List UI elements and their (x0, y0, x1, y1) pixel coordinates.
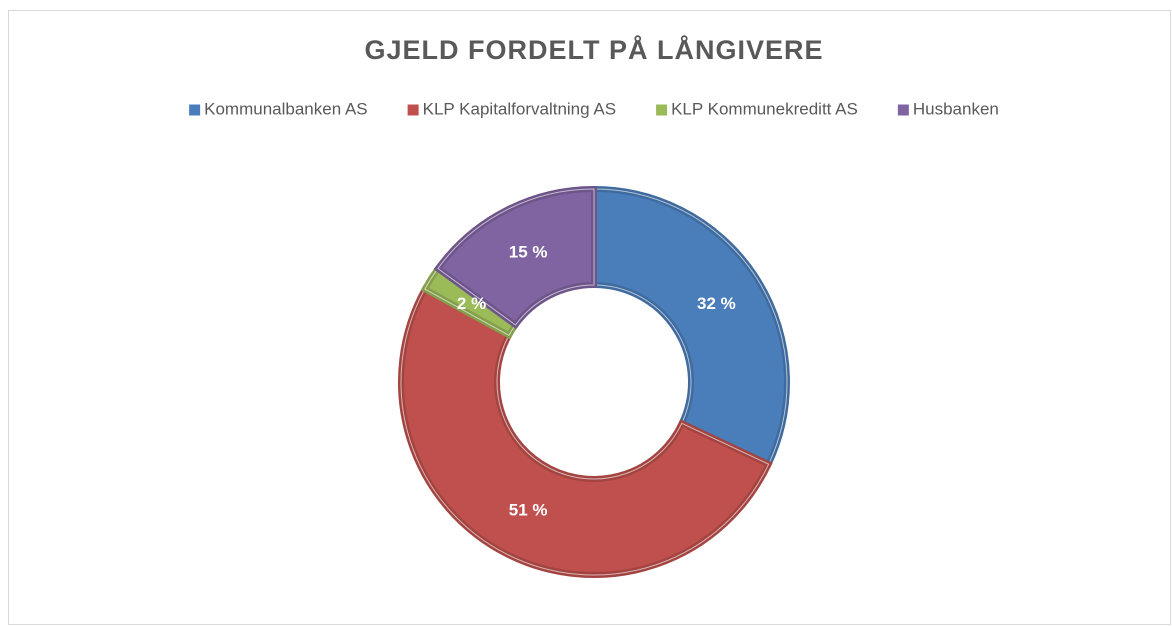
legend-label: KLP Kommunekreditt AS (671, 99, 858, 118)
legend-swatch (407, 104, 419, 116)
legend-swatch (189, 104, 201, 116)
chart-title: GJELD FORDELT PÅ LÅNGIVERE (364, 34, 823, 65)
segment-edge (593, 188, 788, 465)
legend-label: Husbanken (913, 99, 999, 118)
legend-swatch (897, 104, 909, 116)
data-label: 2 % (457, 294, 486, 313)
segment-edge (437, 188, 595, 326)
legend-label: Kommunalbanken AS (204, 99, 368, 118)
legend-swatch (656, 104, 668, 116)
legend-label: KLP Kapitalforvaltning AS (423, 99, 616, 118)
segment-edge (400, 288, 770, 576)
data-label: 51 % (509, 501, 548, 520)
data-label: 15 % (509, 242, 548, 261)
data-label: 32 % (697, 294, 736, 313)
